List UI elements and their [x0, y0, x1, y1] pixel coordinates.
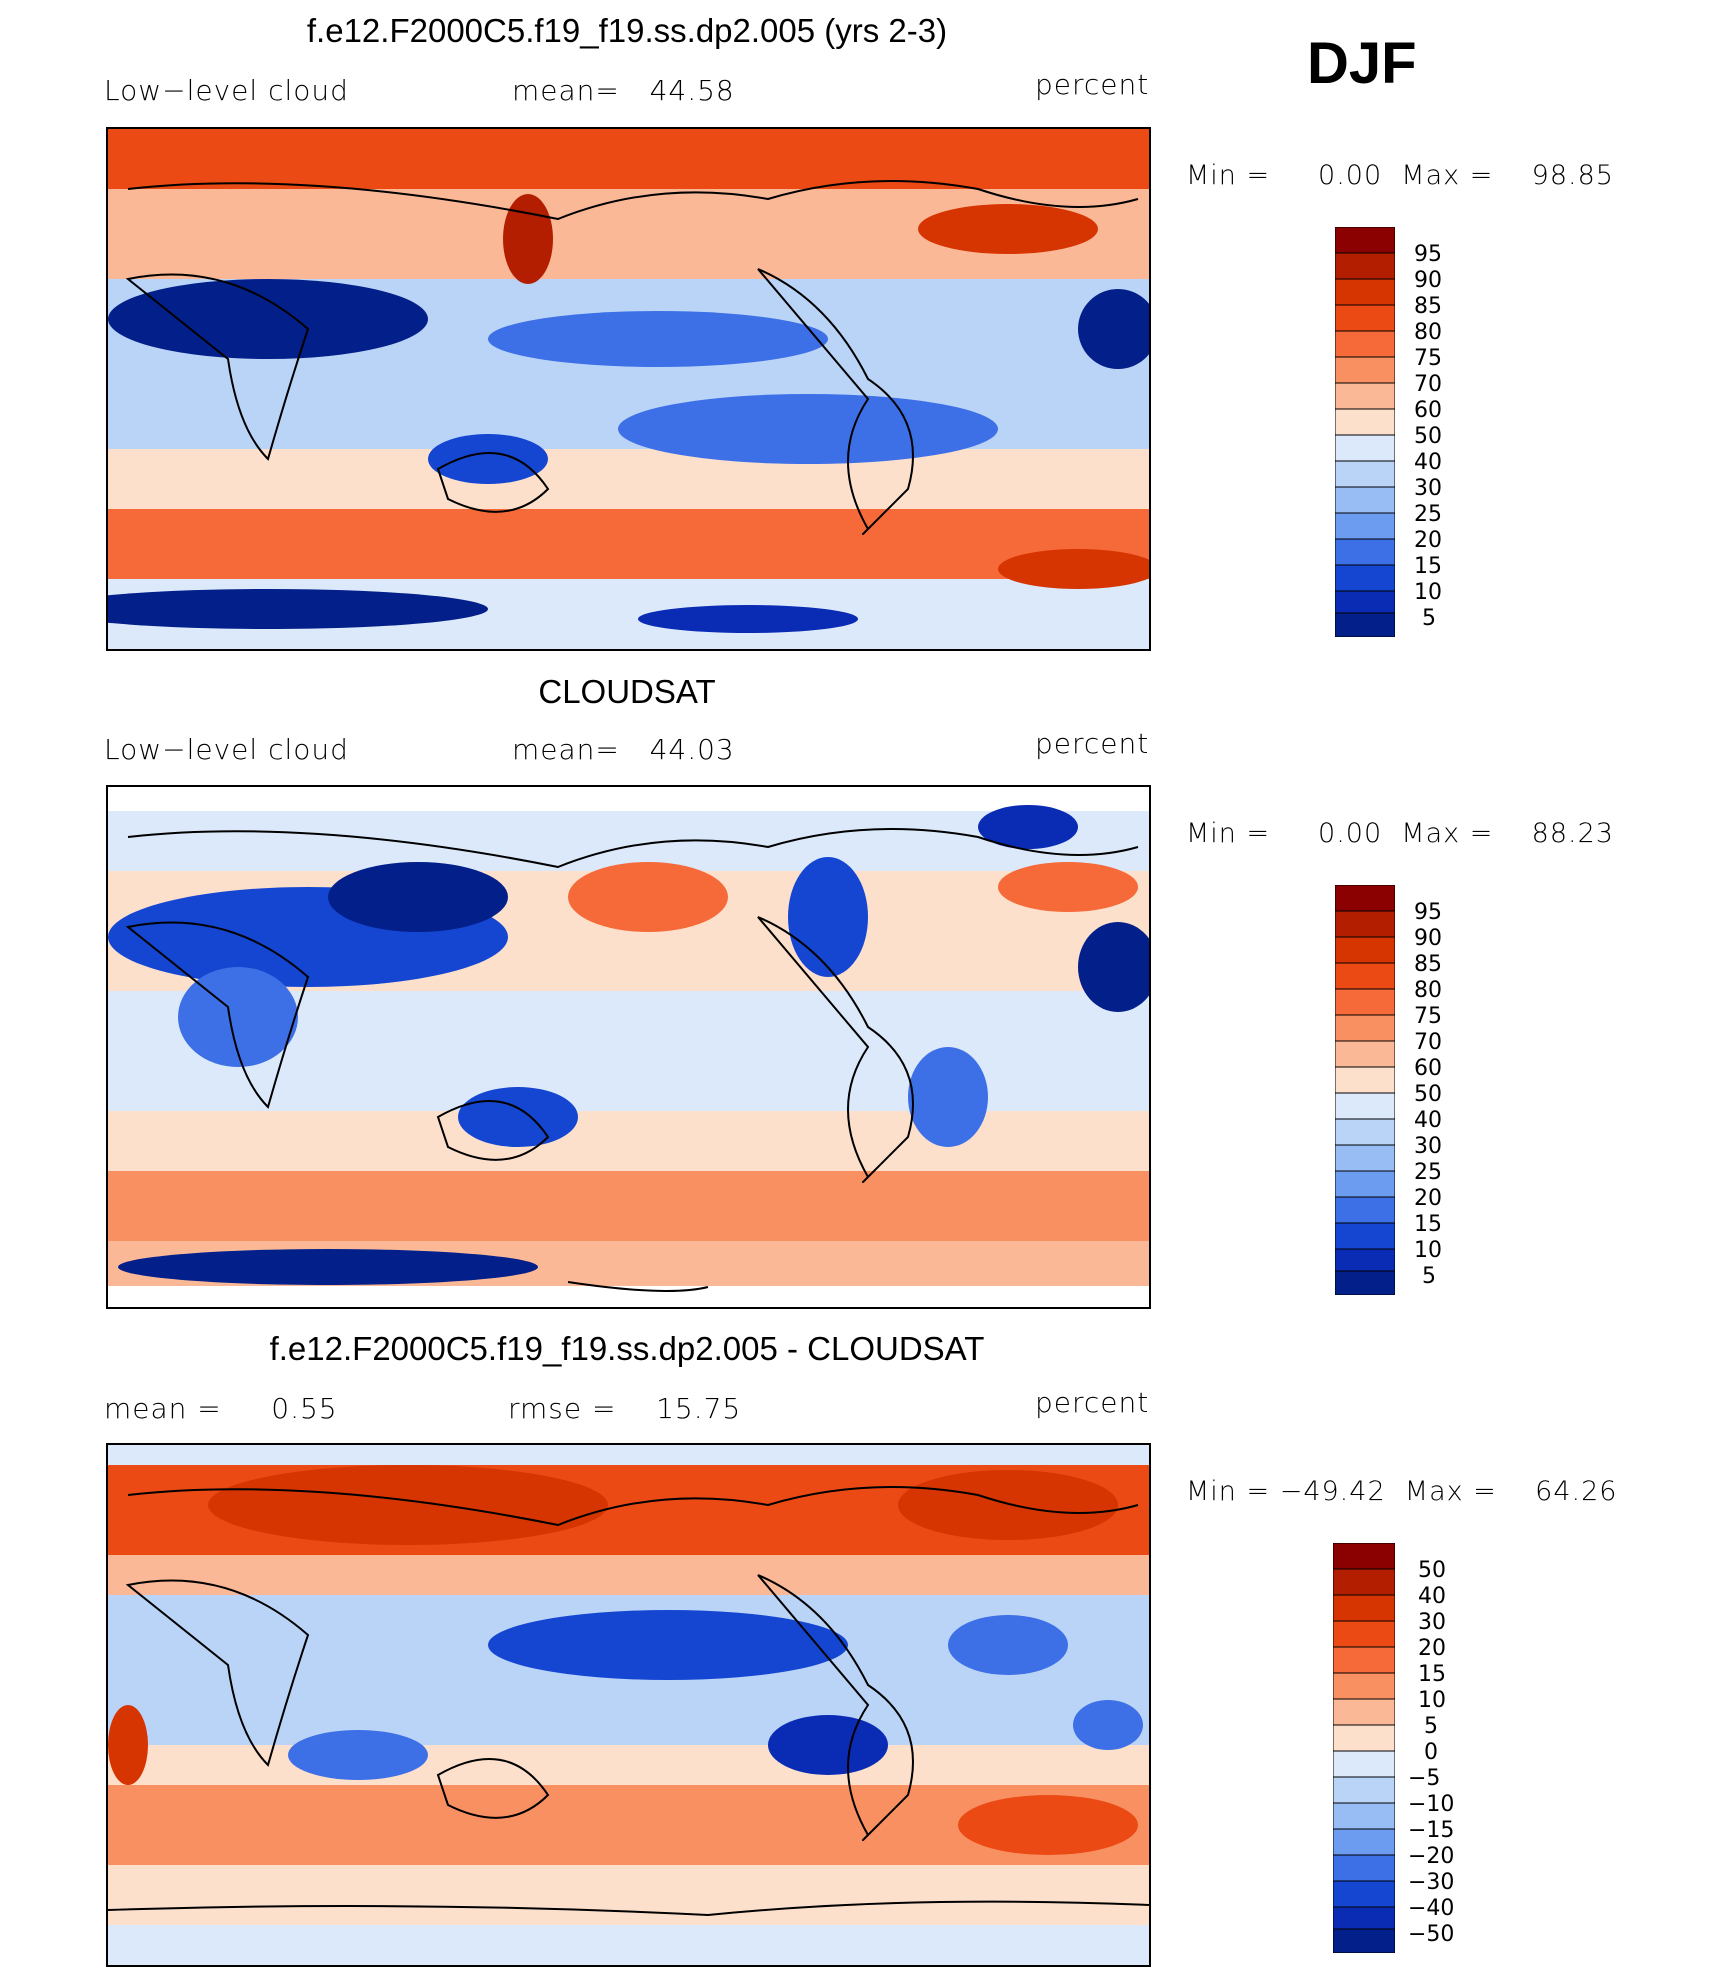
panel-2-colorbar [1334, 884, 1396, 1296]
panel-2-cb-label: 90 [1414, 926, 1442, 951]
panel-1-colorbar [1334, 226, 1396, 638]
panel-3-cb-label: −5 [1408, 1766, 1441, 1791]
panel-3-cb-label: −20 [1408, 1844, 1455, 1869]
panel-1-cb-label: 60 [1414, 398, 1442, 423]
panel-3-cb-label: 40 [1418, 1584, 1446, 1609]
panel-2-cb-label: 10 [1414, 1238, 1442, 1263]
panel-1-cb-label: 30 [1414, 476, 1442, 501]
panel-3-cb-label: 50 [1418, 1558, 1446, 1583]
panel-2-units-label: percent [1035, 727, 1150, 760]
panel-3-mean-label: mean = 0.55 [104, 1392, 338, 1425]
panel-1-cb-label: 20 [1414, 528, 1442, 553]
panel-2-cb-label: 30 [1414, 1134, 1442, 1159]
panel-3-cb-label: −30 [1408, 1870, 1455, 1895]
panel-1-map-svg [108, 129, 1149, 649]
panel-3-rmse-label: rmse = 15.75 [508, 1392, 742, 1425]
panel-3-cb-label: 5 [1424, 1714, 1438, 1739]
panel-2-map [106, 785, 1151, 1309]
panel-1-cb-label: 25 [1414, 502, 1442, 527]
panel-2-cb-label: 40 [1414, 1108, 1442, 1133]
panel-2-cb-label: 50 [1414, 1082, 1442, 1107]
panel-3-cb-label: 30 [1418, 1610, 1446, 1635]
panel-1-colorbar-svg [1334, 226, 1396, 638]
panel-3-cb-label: −10 [1408, 1792, 1455, 1817]
panel-3-colorbar [1332, 1542, 1396, 1954]
panel-2-cb-label: 60 [1414, 1056, 1442, 1081]
panel-2-cb-label: 70 [1414, 1030, 1442, 1055]
panel-3-cb-label: 20 [1418, 1636, 1446, 1661]
panel-1-minmax: Min = 0.00 Max = 98.85 [1186, 160, 1614, 191]
panel-3-cb-label: −50 [1408, 1922, 1455, 1947]
panel-3-minmax: Min = −49.42 Max = 64.26 [1186, 1476, 1618, 1507]
panel-2-title: CLOUDSAT [538, 673, 716, 710]
panel-2-cb-label: 15 [1414, 1212, 1442, 1237]
panel-2-cb-label: 5 [1422, 1264, 1436, 1289]
panel-2-cb-label: 25 [1414, 1160, 1442, 1185]
panel-1-cb-label: 70 [1414, 372, 1442, 397]
panel-3-units-label: percent [1035, 1386, 1150, 1419]
panel-3-cb-label: −40 [1408, 1896, 1455, 1921]
panel-3-map [106, 1443, 1151, 1967]
panel-3-map-svg [108, 1445, 1149, 1965]
panel-3-cb-label: −15 [1408, 1818, 1455, 1843]
panel-1-cb-label: 5 [1422, 606, 1436, 631]
panel-1-units-label: percent [1035, 68, 1150, 101]
panel-1-cb-label: 40 [1414, 450, 1442, 475]
panel-3-cb-label: 0 [1424, 1740, 1438, 1765]
panel-1-variable-label: Low−level cloud [104, 74, 349, 107]
panel-2-mean-label: mean= 44.03 [512, 733, 735, 766]
panel-3-cb-label: 15 [1418, 1662, 1446, 1687]
panel-1-mean-label: mean= 44.58 [512, 74, 735, 107]
season-label: DJF [1307, 31, 1417, 96]
panel-2-cb-label: 85 [1414, 952, 1442, 977]
panel-2-map-svg [108, 787, 1149, 1307]
panel-1-cb-label: 85 [1414, 294, 1442, 319]
panel-3-cb-label: 10 [1418, 1688, 1446, 1713]
panel-1-cb-label: 50 [1414, 424, 1442, 449]
panel-2-cb-label: 20 [1414, 1186, 1442, 1211]
panel-2-cb-label: 80 [1414, 978, 1442, 1003]
panel-1-cb-label: 90 [1414, 268, 1442, 293]
panel-2-cb-label: 95 [1414, 900, 1442, 925]
panel-1-cb-label: 75 [1414, 346, 1442, 371]
panel-3-colorbar-svg [1332, 1542, 1396, 1954]
panel-2-cb-label: 75 [1414, 1004, 1442, 1029]
panel-2-minmax: Min = 0.00 Max = 88.23 [1186, 818, 1614, 849]
panel-1-cb-label: 80 [1414, 320, 1442, 345]
panel-1-title: f.e12.F2000C5.f19_f19.ss.dp2.005 (yrs 2-… [306, 12, 948, 49]
panel-1-cb-label: 95 [1414, 242, 1442, 267]
panel-1-map [106, 127, 1151, 651]
panel-2-colorbar-svg [1334, 884, 1396, 1296]
panel-1-cb-label: 10 [1414, 580, 1442, 605]
panel-1-cb-label: 15 [1414, 554, 1442, 579]
panel-2-variable-label: Low−level cloud [104, 733, 349, 766]
panel-3-title: f.e12.F2000C5.f19_f19.ss.dp2.005 - CLOUD… [269, 1330, 985, 1367]
